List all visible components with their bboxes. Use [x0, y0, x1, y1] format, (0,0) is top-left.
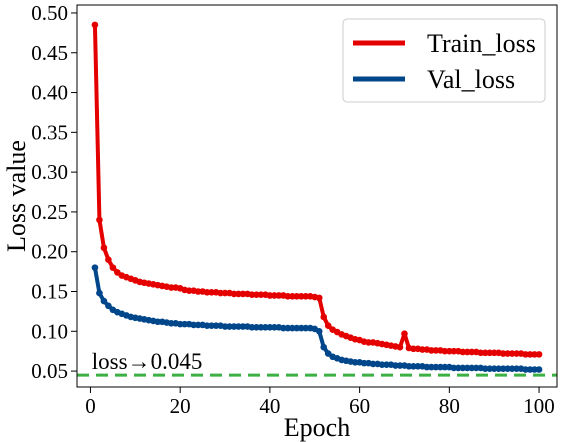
- x-tick-label: 100: [523, 394, 555, 418]
- x-tick-label: 20: [170, 394, 191, 418]
- y-tick-label: 0.25: [31, 200, 68, 224]
- y-tick-label: 0.20: [31, 240, 68, 264]
- y-tick-label: 0.10: [31, 319, 68, 343]
- x-tick-label: 60: [349, 394, 370, 418]
- legend-label-val-loss: Val_loss: [427, 65, 515, 94]
- y-tick-label: 0.40: [31, 81, 68, 105]
- x-tick-label: 0: [85, 394, 96, 418]
- y-tick-label: 0.15: [31, 280, 68, 304]
- legend: Train_loss Val_loss: [342, 18, 546, 103]
- y-axis-title: Loss value: [2, 140, 31, 252]
- data-point-val-loss: [91, 264, 99, 271]
- y-tick-label: 0.50: [31, 1, 68, 25]
- data-point-train-loss: [315, 294, 323, 302]
- data-point-train-loss: [91, 21, 99, 29]
- data-point-train-loss: [401, 330, 408, 337]
- x-tick-label: 80: [439, 394, 460, 418]
- y-tick-label: 0.05: [31, 359, 68, 383]
- x-axis-title: Epoch: [284, 413, 350, 442]
- y-tick-label: 0.30: [31, 160, 68, 184]
- data-point-train-loss: [100, 244, 108, 252]
- legend-label-train-loss: Train_loss: [427, 29, 536, 58]
- data-point-train-loss: [396, 343, 404, 351]
- y-tick-label: 0.35: [31, 120, 68, 144]
- data-point-val-loss: [320, 343, 328, 351]
- data-point-val-loss: [96, 289, 103, 297]
- data-point-val-loss: [315, 327, 323, 335]
- data-point-train-loss: [96, 216, 103, 224]
- data-point-val-loss: [100, 297, 108, 305]
- y-tick-label: 0.45: [31, 41, 68, 65]
- data-point-train-loss: [105, 256, 112, 263]
- plot-area: [77, 21, 557, 377]
- data-point-train-loss: [324, 322, 332, 330]
- reference-line-label: loss→0.045: [92, 349, 203, 374]
- data-point-val-loss: [535, 366, 543, 373]
- data-point-train-loss: [109, 264, 117, 271]
- axes-frame: [76, 4, 558, 388]
- data-point-train-loss: [320, 313, 328, 321]
- data-point-val-loss: [105, 302, 112, 310]
- x-tick-label: 40: [259, 394, 280, 418]
- axes: 0 20 40 60 80 100 0.05 0.10 0.15 0.20 0.25 0.30 0.35…: [31, 1, 558, 418]
- data-point-train-loss: [535, 351, 543, 358]
